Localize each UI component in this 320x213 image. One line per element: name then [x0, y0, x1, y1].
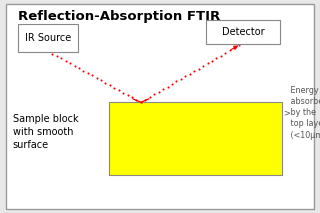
- Point: [156, 90, 161, 94]
- Point: [178, 77, 183, 81]
- Point: [196, 67, 201, 70]
- Point: [121, 91, 126, 94]
- Point: [161, 88, 166, 91]
- Point: [94, 76, 99, 80]
- FancyBboxPatch shape: [206, 20, 280, 44]
- Text: Sample block
with smooth
surface: Sample block with smooth surface: [13, 114, 78, 150]
- Point: [143, 98, 148, 101]
- Bar: [109, 102, 282, 175]
- FancyBboxPatch shape: [6, 4, 314, 209]
- Point: [99, 79, 104, 82]
- Point: [81, 69, 86, 72]
- Point: [210, 59, 215, 62]
- Point: [72, 64, 77, 68]
- Point: [125, 93, 130, 97]
- Point: [54, 54, 60, 58]
- Point: [138, 101, 143, 104]
- Point: [223, 51, 228, 55]
- Text: Reflection-Absorption FTIR: Reflection-Absorption FTIR: [18, 10, 220, 23]
- Point: [63, 59, 68, 63]
- Point: [45, 49, 51, 53]
- Point: [201, 64, 206, 68]
- Point: [152, 93, 157, 96]
- Point: [236, 43, 241, 47]
- Point: [90, 74, 95, 77]
- Point: [183, 75, 188, 78]
- Point: [227, 49, 232, 52]
- Text: Energy is
 absorbed
 by the
 top layer
 (<10μm): Energy is absorbed by the top layer (<10…: [288, 86, 320, 140]
- Text: Detector: Detector: [222, 27, 265, 37]
- Point: [241, 41, 246, 44]
- Point: [138, 101, 143, 104]
- Text: >: >: [283, 108, 290, 117]
- Point: [116, 88, 121, 92]
- Point: [205, 62, 210, 65]
- Point: [174, 80, 179, 83]
- Point: [187, 72, 192, 75]
- Point: [129, 96, 134, 99]
- Point: [85, 71, 90, 75]
- Point: [59, 57, 64, 60]
- Point: [214, 56, 219, 60]
- Text: IR Source: IR Source: [25, 33, 71, 43]
- Point: [192, 69, 197, 73]
- Point: [165, 85, 170, 88]
- Point: [50, 52, 55, 55]
- Point: [218, 54, 223, 57]
- FancyBboxPatch shape: [18, 24, 78, 52]
- Point: [68, 62, 73, 65]
- Point: [103, 81, 108, 85]
- Point: [112, 86, 117, 89]
- Point: [107, 83, 112, 87]
- Point: [169, 82, 174, 86]
- Point: [76, 66, 82, 70]
- Point: [147, 95, 152, 99]
- Point: [134, 98, 139, 102]
- Point: [232, 46, 237, 49]
